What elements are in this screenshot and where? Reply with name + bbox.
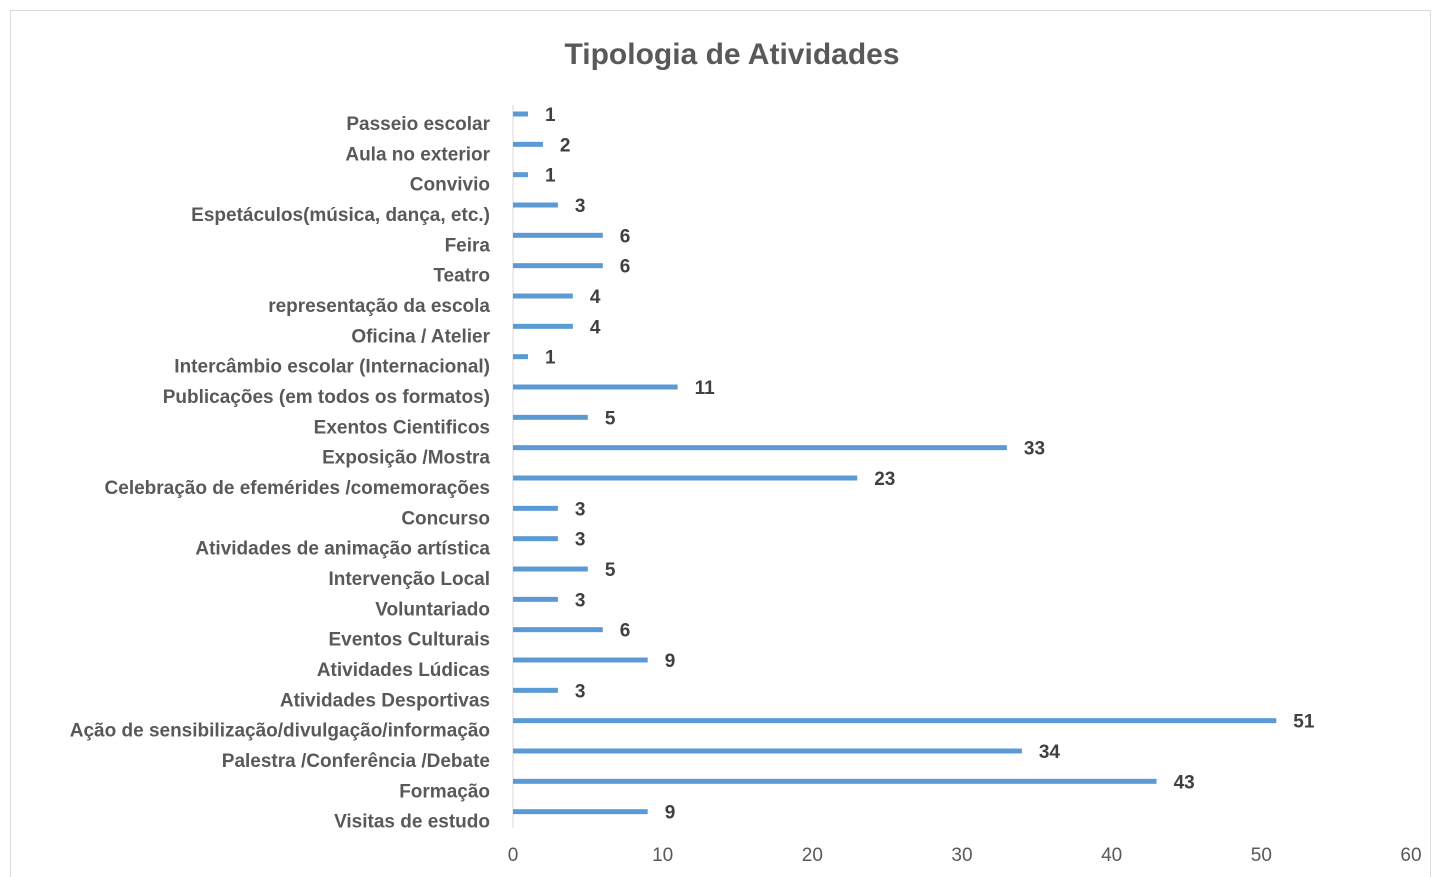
- bar: [513, 536, 558, 542]
- bar: [513, 202, 558, 208]
- y-tick-label: Atividades Lúdicas: [317, 660, 490, 681]
- data-label: 4: [590, 287, 601, 308]
- bar: [513, 111, 528, 117]
- bar: [513, 354, 528, 360]
- data-label: 5: [605, 560, 616, 581]
- y-tick-label: Formação: [399, 781, 490, 802]
- y-tick-label: Intervenção Local: [328, 569, 490, 590]
- data-label: 34: [1039, 742, 1061, 763]
- chart-title: Tipologia de Atividades: [564, 38, 899, 71]
- chart-frame: [10, 10, 1431, 877]
- y-tick-label: Exposição /Mostra: [322, 448, 490, 469]
- data-label: 9: [665, 651, 676, 672]
- bar: [513, 687, 558, 693]
- bar: [513, 627, 603, 633]
- data-label: 6: [620, 257, 631, 278]
- bar: [513, 232, 603, 238]
- x-tick-label: 50: [1251, 845, 1272, 866]
- data-label: 4: [590, 317, 601, 338]
- bar: [513, 505, 558, 511]
- data-label: 33: [1024, 439, 1045, 460]
- x-tick-label: 20: [802, 845, 823, 866]
- data-label: 3: [575, 530, 586, 551]
- y-tick-label: Espetáculos(música, dança, etc.): [191, 205, 490, 226]
- y-tick-label: Atividades de animação artística: [195, 539, 490, 560]
- data-label: 11: [695, 378, 716, 399]
- bar: [513, 809, 648, 815]
- data-label: 51: [1293, 712, 1315, 733]
- bar: [513, 778, 1157, 784]
- x-tick-label: 10: [652, 845, 673, 866]
- bar: [513, 414, 588, 420]
- bar: [513, 141, 543, 147]
- y-tick-label: Eventos Culturais: [328, 630, 490, 651]
- y-tick-label: Voluntariado: [375, 599, 490, 620]
- data-label: 6: [620, 226, 631, 247]
- bar: [513, 748, 1022, 754]
- data-label: 3: [575, 681, 586, 702]
- data-label: 5: [605, 408, 616, 429]
- data-label: 3: [575, 499, 586, 520]
- y-tick-label: Publicações (em todos os formatos): [163, 387, 490, 408]
- y-tick-label: Intercâmbio escolar (Internacional): [174, 357, 490, 378]
- data-label: 9: [665, 803, 676, 824]
- data-label: 1: [545, 348, 556, 369]
- bar: [513, 566, 588, 572]
- y-tick-label: Feira: [445, 235, 491, 256]
- bar: [513, 718, 1277, 724]
- y-tick-label: Exentos Cientificos: [314, 417, 490, 438]
- y-tick-label: representação da escola: [268, 296, 490, 317]
- y-tick-label: Aula no exterior: [345, 144, 490, 165]
- y-tick-label: Ação de sensibilização/divulgação/inform…: [70, 721, 490, 742]
- y-tick-label: Oficina / Atelier: [351, 326, 490, 347]
- bar: [513, 384, 678, 390]
- data-label: 3: [575, 590, 586, 611]
- data-label: 1: [545, 105, 556, 126]
- data-label: 1: [545, 166, 556, 187]
- bar: [513, 172, 528, 178]
- y-tick-label: Convivio: [410, 175, 490, 196]
- y-tick-label: Concurso: [401, 508, 490, 529]
- data-label: 6: [620, 621, 631, 642]
- y-tick-label: Palestra /Conferência /Debate: [222, 751, 490, 772]
- data-label: 3: [575, 196, 586, 217]
- x-tick-label: 0: [508, 845, 519, 866]
- bar: [513, 596, 558, 602]
- y-tick-label: Visitas de estudo: [334, 812, 490, 833]
- data-label: 23: [874, 469, 895, 490]
- bar: [513, 263, 603, 269]
- bar: [513, 323, 573, 329]
- data-label: 43: [1174, 772, 1195, 793]
- y-tick-label: Passeio escolar: [346, 114, 490, 135]
- x-tick-label: 60: [1400, 845, 1421, 866]
- x-tick-label: 30: [951, 845, 972, 866]
- y-tick-label: Celebração de efemérides /comemorações: [105, 478, 490, 499]
- bar: [513, 445, 1007, 451]
- data-label: 2: [560, 135, 571, 156]
- bar: [513, 657, 648, 663]
- bar: [513, 293, 573, 299]
- y-tick-label: Atividades Desportivas: [280, 690, 490, 711]
- x-tick-label: 40: [1101, 845, 1122, 866]
- bar: [513, 475, 858, 481]
- y-tick-label: Teatro: [433, 266, 490, 287]
